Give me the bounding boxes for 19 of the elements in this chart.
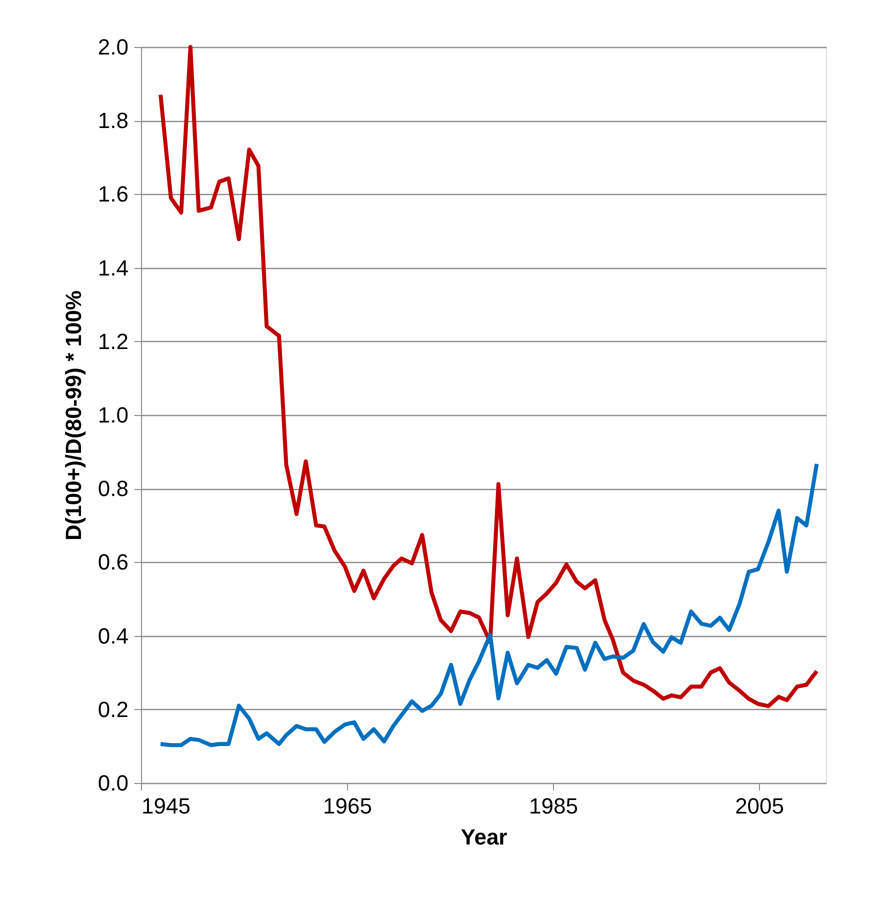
y-tick-label: 0.6 [98,550,128,575]
y-tick-label: 1.6 [98,182,128,207]
y-tick-label: 0.4 [98,623,128,648]
y-axis-title: D(100+)/D(80-99) * 100% [60,290,86,541]
y-tick-label: 2.0 [98,34,128,60]
x-tick-label: 1985 [529,794,578,818]
x-axis-title: Year [460,824,508,850]
y-tick-label: 0.2 [98,696,128,722]
y-tick-label: 1.4 [98,255,128,280]
y-tick-label: 0.8 [98,476,128,502]
y-tick-label: 0.0 [98,770,128,796]
y-tick-label: 1.0 [98,402,128,428]
y-tick-label: 1.8 [98,108,128,134]
x-tick-label: 2005 [735,794,784,818]
x-tick-label: 1965 [323,794,372,818]
line-series [158,462,819,748]
line-series [158,45,819,708]
y-tick-label: 1.2 [98,328,128,354]
x-tick-label: 1945 [142,794,190,818]
